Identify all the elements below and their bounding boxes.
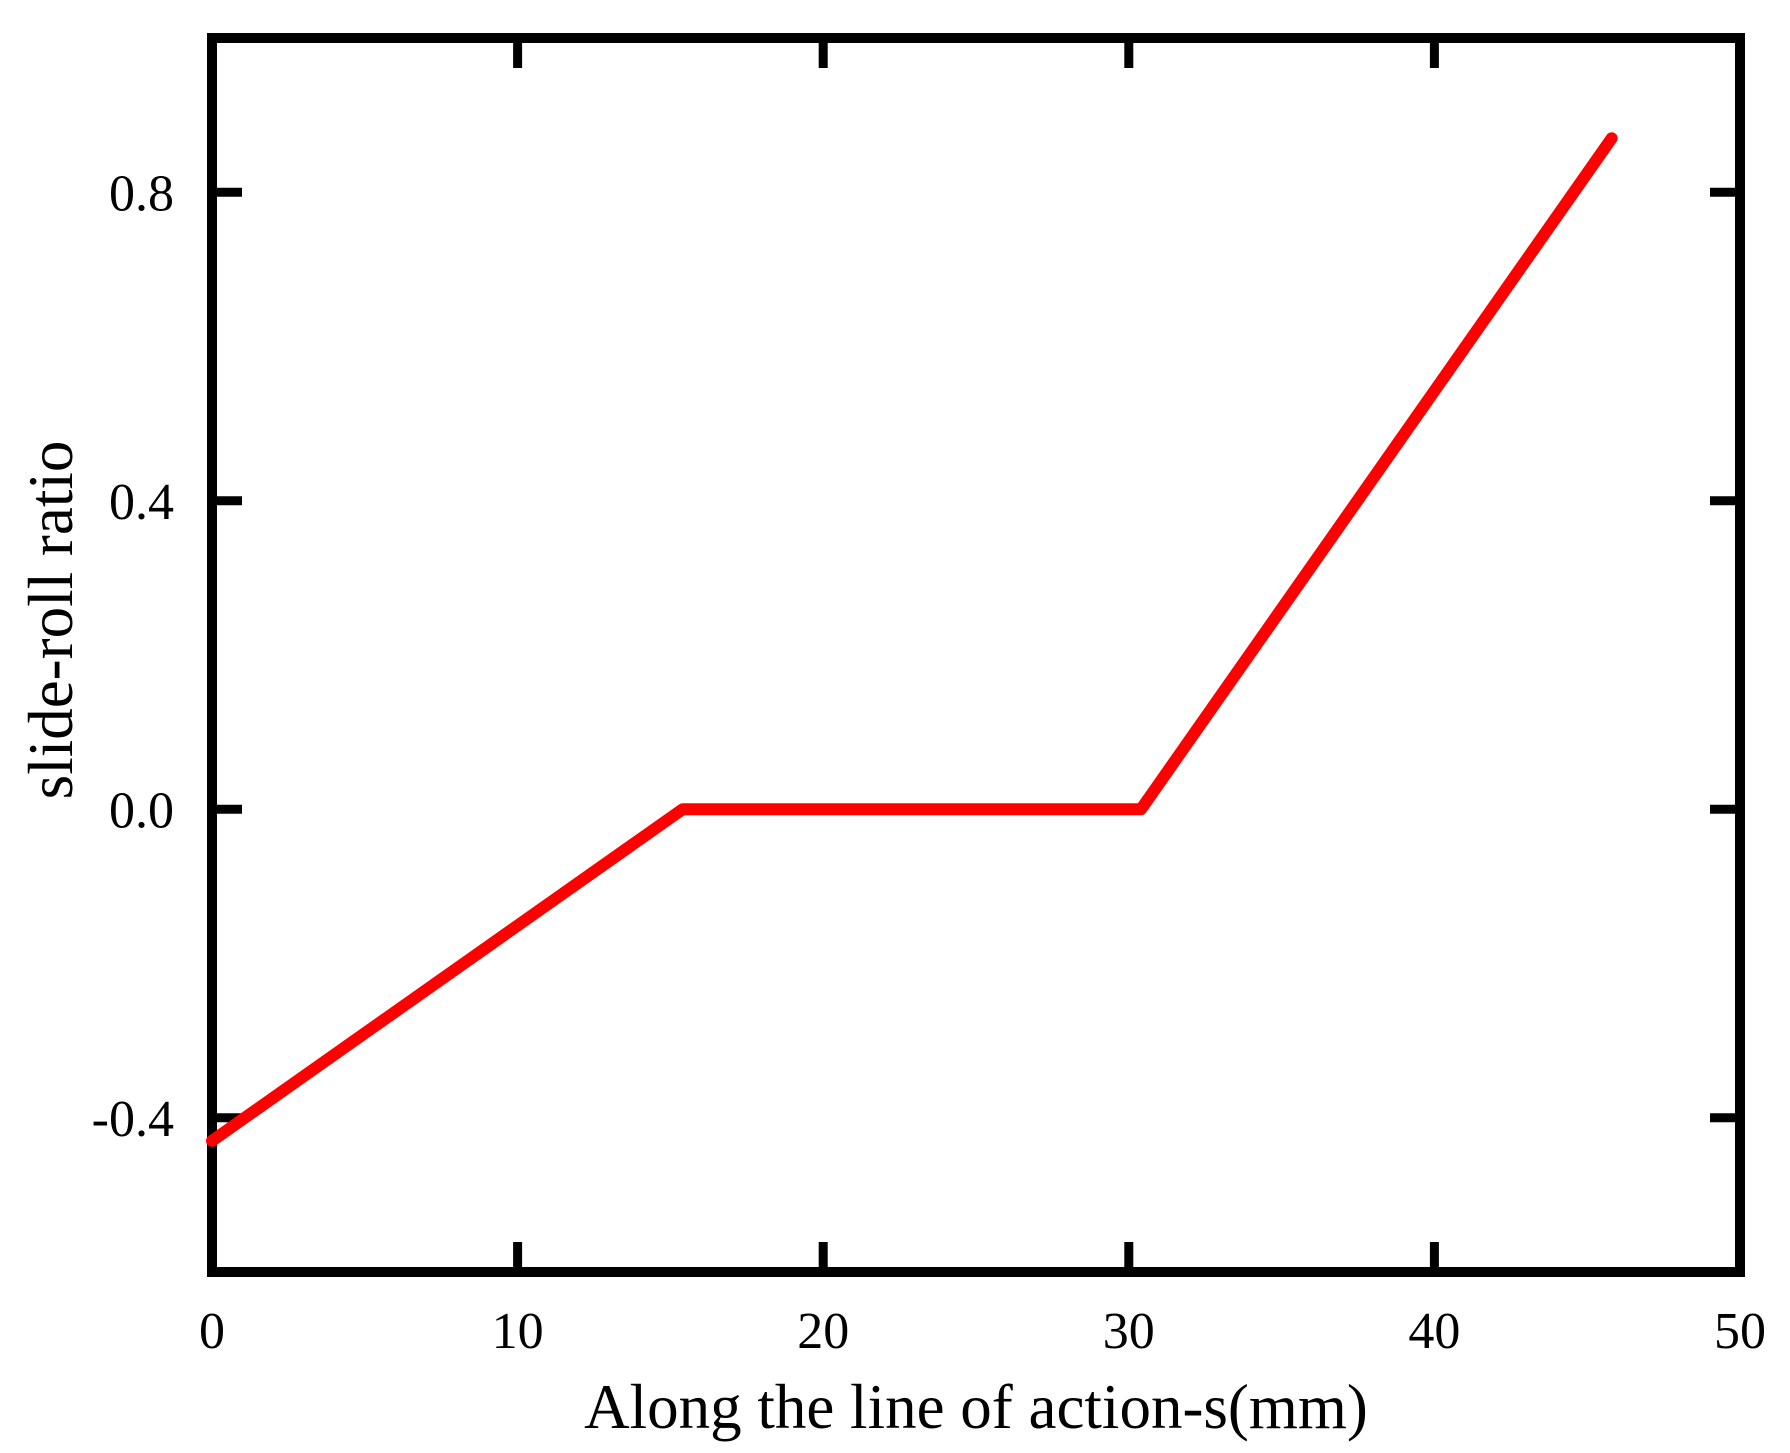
- y-axis-title: slide-roll ratio: [16, 441, 86, 800]
- x-tick-label: 0: [199, 1303, 225, 1360]
- series-layer: [206, 132, 1618, 1147]
- y-tick-label: 0.0: [109, 782, 174, 839]
- x-tick-label: 10: [492, 1303, 544, 1360]
- y-tick-label: 0.8: [109, 165, 174, 222]
- x-tick-label: 50: [1714, 1303, 1766, 1360]
- y-tick-label: 0.4: [109, 474, 174, 531]
- x-tick-label: 20: [797, 1303, 849, 1360]
- x-axis-title: Along the line of action-s(mm): [584, 1372, 1368, 1442]
- x-tick-label: 30: [1103, 1303, 1155, 1360]
- y-tick-label: -0.4: [92, 1091, 174, 1148]
- x-tick-label: 40: [1408, 1303, 1460, 1360]
- ticks-layer: [212, 38, 1740, 1272]
- plot-frame: [207, 33, 1745, 1277]
- series-line: [206, 132, 1618, 1147]
- tick-labels-layer: 0 10 20 30 40 50 -0.4 0.0 0.4 0.8: [92, 165, 1766, 1360]
